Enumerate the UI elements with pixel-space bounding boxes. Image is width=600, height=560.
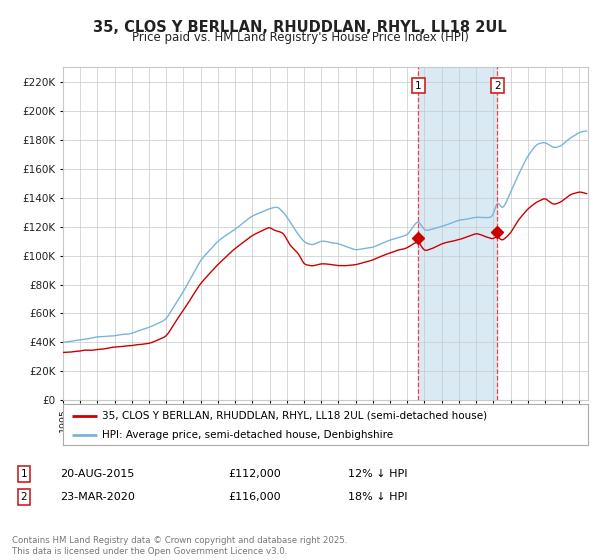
Text: HPI: Average price, semi-detached house, Denbighshire: HPI: Average price, semi-detached house,… [103, 430, 394, 440]
Text: 2: 2 [494, 81, 500, 91]
Text: Price paid vs. HM Land Registry's House Price Index (HPI): Price paid vs. HM Land Registry's House … [131, 31, 469, 44]
Text: Contains HM Land Registry data © Crown copyright and database right 2025.
This d: Contains HM Land Registry data © Crown c… [12, 536, 347, 556]
Text: 35, CLOS Y BERLLAN, RHUDDLAN, RHYL, LL18 2UL (semi-detached house): 35, CLOS Y BERLLAN, RHUDDLAN, RHYL, LL18… [103, 411, 487, 421]
Text: 23-MAR-2020: 23-MAR-2020 [60, 492, 135, 502]
Text: 20-AUG-2015: 20-AUG-2015 [60, 469, 134, 479]
Text: 18% ↓ HPI: 18% ↓ HPI [348, 492, 407, 502]
Text: £112,000: £112,000 [228, 469, 281, 479]
Text: 12% ↓ HPI: 12% ↓ HPI [348, 469, 407, 479]
Text: 1: 1 [415, 81, 422, 91]
Text: £116,000: £116,000 [228, 492, 281, 502]
Bar [418, 67, 497, 400]
Text: 1: 1 [20, 469, 28, 479]
Text: 35, CLOS Y BERLLAN, RHUDDLAN, RHYL, LL18 2UL: 35, CLOS Y BERLLAN, RHUDDLAN, RHYL, LL18… [93, 20, 507, 35]
Text: 2: 2 [20, 492, 28, 502]
